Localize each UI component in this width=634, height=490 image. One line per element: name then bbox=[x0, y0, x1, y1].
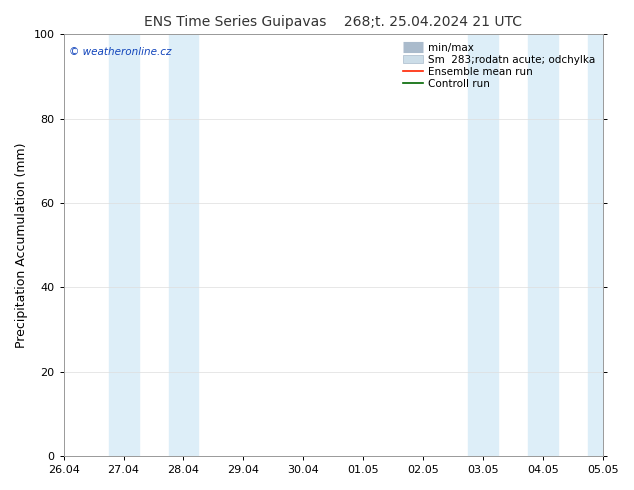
Text: © weatheronline.cz: © weatheronline.cz bbox=[69, 47, 171, 57]
Bar bbox=[588, 34, 618, 456]
Bar bbox=[169, 34, 198, 456]
Bar bbox=[469, 34, 498, 456]
Title: ENS Time Series Guipavas    268;t. 25.04.2024 21 UTC: ENS Time Series Guipavas 268;t. 25.04.20… bbox=[145, 15, 522, 29]
Y-axis label: Precipitation Accumulation (mm): Precipitation Accumulation (mm) bbox=[15, 143, 28, 348]
Bar bbox=[528, 34, 558, 456]
Bar bbox=[108, 34, 138, 456]
Legend: min/max, Sm  283;rodatn acute; odchylka, Ensemble mean run, Controll run: min/max, Sm 283;rodatn acute; odchylka, … bbox=[399, 40, 598, 92]
